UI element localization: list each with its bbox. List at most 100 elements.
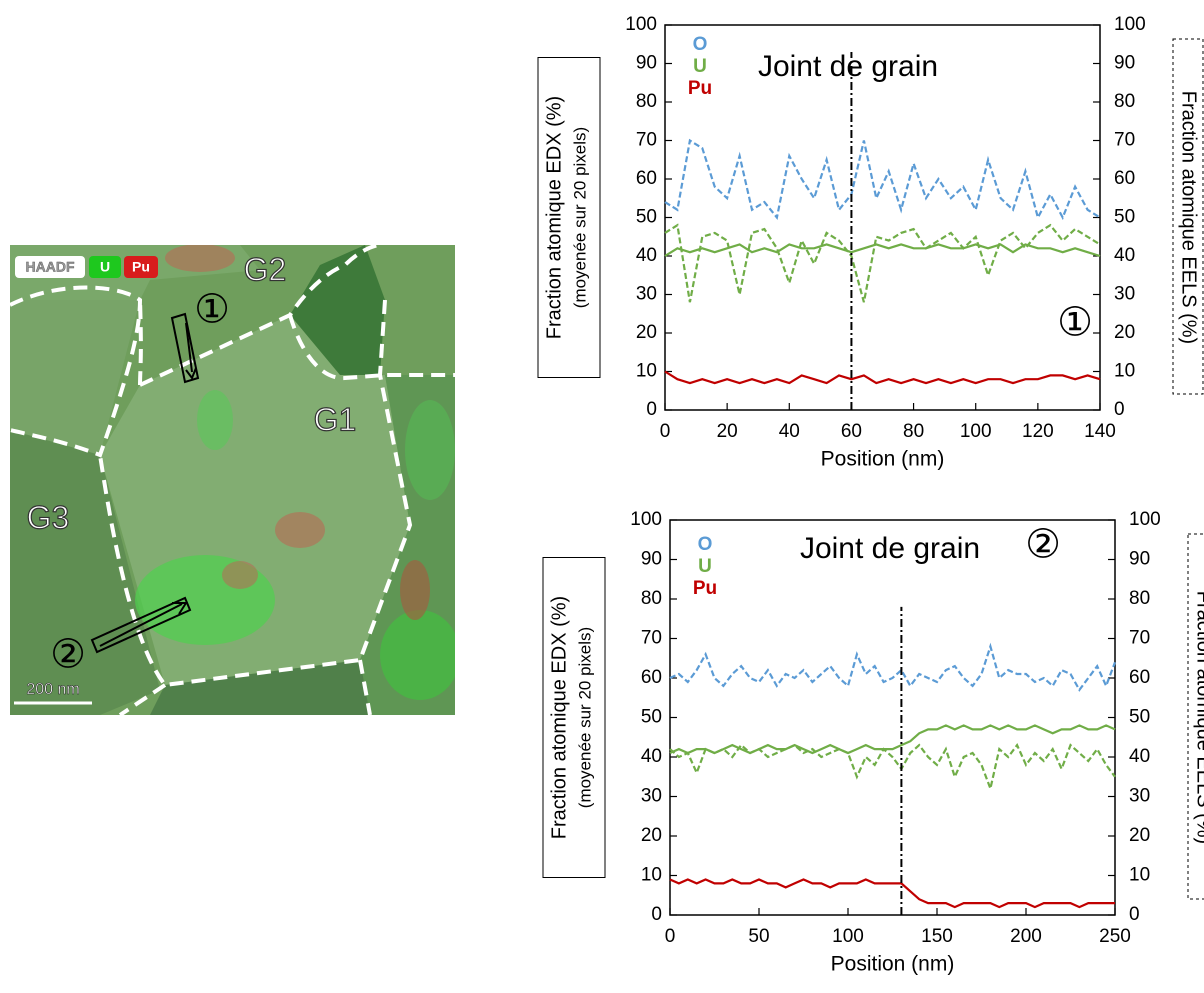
grain-boundaries bbox=[10, 245, 455, 715]
scan-arrow-2 bbox=[90, 596, 192, 654]
y-tick-label: 20 bbox=[641, 825, 662, 846]
haadf-label: HAADF bbox=[26, 259, 75, 275]
x-tick-label: 120 bbox=[1022, 421, 1054, 442]
haadf-badge bbox=[15, 256, 85, 278]
x-tick-label: 140 bbox=[1084, 421, 1116, 442]
phase-region bbox=[405, 400, 455, 500]
y2-axis-label: Fraction atomique EELS (%) bbox=[1193, 591, 1204, 844]
y2-axis-label-box bbox=[1172, 38, 1204, 395]
grain-label: G2 bbox=[244, 251, 287, 287]
y-tick-label: 0 bbox=[646, 399, 657, 420]
x-tick-label: 0 bbox=[665, 926, 676, 947]
y-axis-label: Fraction atomique EDX (%) bbox=[548, 596, 570, 839]
phase-region bbox=[400, 560, 430, 620]
legend-label: U bbox=[698, 556, 712, 577]
grain-region bbox=[10, 300, 140, 455]
y-tick-label: 10 bbox=[641, 865, 662, 886]
legend-label: Pu bbox=[688, 78, 712, 99]
y-tick-label: 30 bbox=[641, 786, 662, 807]
plot-frame bbox=[669, 519, 1116, 916]
grain-labels: G1 G2 G3 bbox=[26, 251, 357, 536]
y2-tick-label: 10 bbox=[1129, 865, 1150, 886]
x-axis-label: Position (nm) bbox=[831, 953, 955, 976]
y-tick-label: 50 bbox=[636, 207, 657, 228]
y-tick-label: 10 bbox=[636, 361, 657, 382]
pu-badge bbox=[124, 256, 158, 278]
series-line bbox=[669, 724, 1116, 755]
x-tick-label: 200 bbox=[1010, 926, 1042, 947]
u-label: U bbox=[100, 259, 110, 275]
y2-tick-label: 60 bbox=[1129, 667, 1150, 688]
chart-title: Joint de grain bbox=[758, 50, 938, 83]
grain-region bbox=[290, 245, 385, 380]
y2-tick-label: 80 bbox=[1114, 91, 1135, 112]
x-tick-label: 50 bbox=[748, 926, 769, 947]
chart-marker: ② bbox=[1025, 523, 1061, 567]
y-tick-label: 50 bbox=[641, 707, 662, 728]
legend-label: O bbox=[693, 34, 708, 55]
y2-tick-label: 100 bbox=[1129, 509, 1161, 530]
y-axis-label-box bbox=[542, 557, 606, 878]
x-tick-label: 250 bbox=[1099, 926, 1131, 947]
micrograph: HAADF U Pu G1 G2 G3 ① ② 200 nm bbox=[10, 245, 455, 715]
y2-tick-label: 80 bbox=[1129, 588, 1150, 609]
series-line bbox=[669, 878, 1115, 909]
phase-region bbox=[197, 390, 233, 450]
y2-tick-label: 90 bbox=[1129, 549, 1150, 570]
y-tick-label: 90 bbox=[636, 53, 657, 74]
chart-marker: ① bbox=[1057, 301, 1093, 345]
y-tick-label: 60 bbox=[636, 168, 657, 189]
phase-region bbox=[380, 610, 455, 700]
grain-region bbox=[150, 660, 370, 715]
y-tick-label: 40 bbox=[641, 746, 662, 767]
x-tick-label: 150 bbox=[921, 926, 953, 947]
y-tick-label: 100 bbox=[625, 14, 657, 35]
phase-region bbox=[275, 512, 325, 548]
y-tick-label: 100 bbox=[630, 509, 662, 530]
scan-arrow-1 bbox=[170, 312, 200, 384]
y2-axis-label: Fraction atomique EELS (%) bbox=[1178, 91, 1200, 344]
y-axis-label: Fraction atomique EDX (%) bbox=[543, 96, 565, 339]
series-line bbox=[664, 223, 1101, 303]
y2-tick-label: 100 bbox=[1114, 14, 1146, 35]
y2-tick-label: 50 bbox=[1114, 207, 1135, 228]
u-badge bbox=[89, 256, 121, 278]
y-axis-label-box bbox=[537, 57, 601, 378]
series-line bbox=[664, 138, 1101, 221]
y-tick-label: 40 bbox=[636, 245, 657, 266]
marker-label: ① bbox=[194, 288, 230, 332]
x-tick-label: 0 bbox=[660, 421, 671, 442]
x-tick-label: 100 bbox=[960, 421, 992, 442]
y-tick-label: 90 bbox=[641, 549, 662, 570]
x-tick-label: 60 bbox=[841, 421, 862, 442]
y2-tick-label: 10 bbox=[1114, 361, 1135, 382]
y2-tick-label: 20 bbox=[1129, 825, 1150, 846]
y2-tick-label: 30 bbox=[1129, 786, 1150, 807]
y2-tick-label: 0 bbox=[1129, 904, 1140, 925]
x-tick-label: 100 bbox=[832, 926, 864, 947]
y2-tick-label: 90 bbox=[1114, 53, 1135, 74]
y-axis-label: (moyenée sur 20 pixels) bbox=[575, 627, 594, 808]
grain-label: G1 bbox=[314, 401, 357, 437]
series-line bbox=[664, 243, 1101, 258]
y2-tick-label: 0 bbox=[1114, 399, 1125, 420]
series-line bbox=[669, 642, 1117, 692]
grain-label: G3 bbox=[27, 499, 70, 535]
x-axis-label: Position (nm) bbox=[821, 448, 945, 471]
y-tick-label: 60 bbox=[641, 667, 662, 688]
y2-tick-label: 60 bbox=[1114, 168, 1135, 189]
y-tick-label: 0 bbox=[651, 904, 662, 925]
y2-axis-label-box bbox=[1187, 533, 1204, 900]
grain-region bbox=[10, 430, 160, 715]
y-tick-label: 30 bbox=[636, 284, 657, 305]
pu-label: Pu bbox=[132, 259, 150, 275]
chart-title: Joint de grain bbox=[800, 532, 980, 565]
y-axis-label: (moyenée sur 20 pixels) bbox=[570, 127, 589, 308]
x-tick-label: 40 bbox=[779, 421, 800, 442]
legend-label: O bbox=[698, 534, 713, 555]
y2-tick-label: 70 bbox=[1129, 628, 1150, 649]
y-tick-label: 70 bbox=[636, 130, 657, 151]
phase-region bbox=[222, 561, 258, 589]
